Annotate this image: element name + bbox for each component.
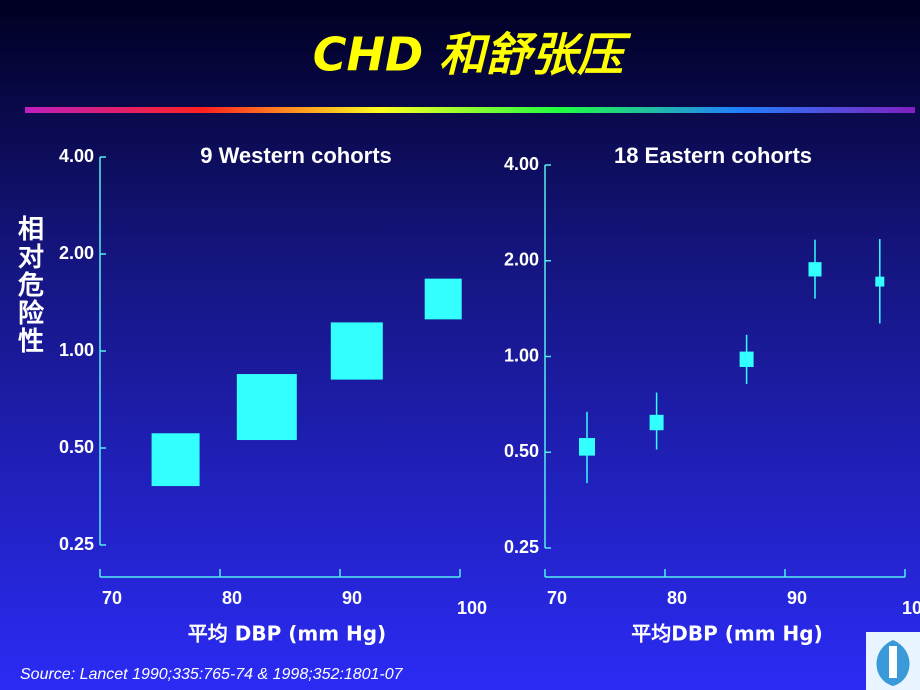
chart-title: 18 Eastern cohorts <box>614 143 812 168</box>
x-tick-label: 70 <box>102 588 122 608</box>
point <box>151 433 200 487</box>
y-tick-label: 2.00 <box>59 243 94 263</box>
chart-title: 9 Western cohorts <box>200 143 392 168</box>
y-tick-label: 1.00 <box>504 345 539 365</box>
point <box>579 438 595 456</box>
y-tick-label: 4.00 <box>59 146 94 166</box>
point <box>875 276 885 287</box>
logo <box>866 632 920 690</box>
point <box>424 278 462 320</box>
x-tick-label: 80 <box>222 588 242 608</box>
point <box>330 322 383 380</box>
y-tick-label: 1.00 <box>59 340 94 360</box>
source: Source: Lancet 1990;335:765-74 & 1998;35… <box>20 666 404 683</box>
y-tick-label: 0.50 <box>59 437 94 457</box>
rainbow-rule <box>25 107 915 113</box>
x-axis-label: 平均DBP (mm Hg) <box>631 622 822 646</box>
x-tick-label: 100 <box>457 598 487 618</box>
point <box>236 374 297 441</box>
x-tick-label: 90 <box>342 588 362 608</box>
y-tick-label: 0.50 <box>504 441 539 461</box>
slide-title: CHD 和舒张压 <box>313 28 631 82</box>
x-tick-label: 70 <box>547 588 567 608</box>
y-tick-label: 0.25 <box>59 534 94 554</box>
x-tick-label: 80 <box>667 588 687 608</box>
y-tick-label: 4.00 <box>504 154 539 174</box>
point <box>649 414 664 431</box>
point <box>739 351 754 367</box>
x-tick-label: 100 <box>902 598 920 618</box>
point <box>808 262 822 277</box>
y-tick-label: 0.25 <box>504 537 539 557</box>
y-tick-label: 2.00 <box>504 250 539 270</box>
x-tick-label: 90 <box>787 588 807 608</box>
x-axis-label: 平均 DBP (mm Hg) <box>188 622 386 646</box>
y-axis-label: 相对危险性 <box>14 215 44 355</box>
